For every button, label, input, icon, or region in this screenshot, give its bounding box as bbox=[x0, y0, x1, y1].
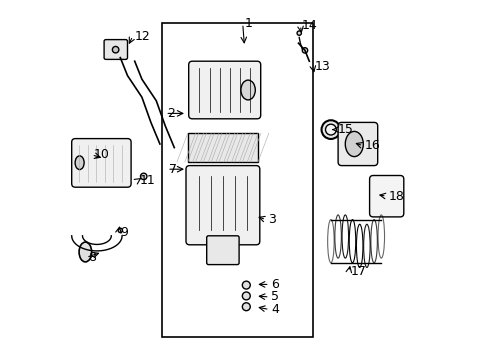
FancyBboxPatch shape bbox=[206, 236, 239, 265]
Text: 3: 3 bbox=[267, 213, 275, 226]
Ellipse shape bbox=[241, 80, 255, 100]
Text: 15: 15 bbox=[337, 123, 353, 136]
Ellipse shape bbox=[345, 131, 363, 157]
Ellipse shape bbox=[325, 124, 336, 135]
Bar bbox=[162, 23, 312, 337]
Ellipse shape bbox=[242, 292, 250, 300]
Ellipse shape bbox=[75, 156, 84, 170]
Ellipse shape bbox=[140, 173, 146, 180]
Text: 8: 8 bbox=[88, 251, 96, 264]
Text: 13: 13 bbox=[314, 60, 330, 73]
Ellipse shape bbox=[242, 281, 250, 289]
Text: 10: 10 bbox=[93, 148, 109, 161]
Text: 11: 11 bbox=[140, 174, 156, 186]
Ellipse shape bbox=[302, 48, 307, 53]
Text: 7: 7 bbox=[168, 163, 177, 176]
Text: 14: 14 bbox=[302, 19, 317, 32]
Text: 1: 1 bbox=[244, 17, 252, 30]
FancyBboxPatch shape bbox=[188, 61, 260, 119]
Ellipse shape bbox=[296, 31, 301, 35]
Text: 5: 5 bbox=[271, 291, 279, 303]
FancyBboxPatch shape bbox=[72, 139, 131, 187]
Ellipse shape bbox=[321, 120, 340, 139]
Ellipse shape bbox=[242, 303, 250, 311]
Text: 12: 12 bbox=[134, 30, 150, 42]
Text: 4: 4 bbox=[271, 303, 279, 316]
FancyBboxPatch shape bbox=[337, 122, 377, 166]
FancyBboxPatch shape bbox=[185, 166, 259, 245]
Ellipse shape bbox=[79, 242, 91, 262]
Ellipse shape bbox=[112, 46, 119, 53]
Bar bbox=[187, 133, 258, 162]
Text: 16: 16 bbox=[365, 139, 380, 152]
Text: 6: 6 bbox=[271, 278, 279, 291]
Text: 2: 2 bbox=[167, 107, 175, 120]
Text: 17: 17 bbox=[350, 265, 366, 278]
Text: 9: 9 bbox=[120, 226, 128, 239]
FancyBboxPatch shape bbox=[104, 40, 127, 59]
FancyBboxPatch shape bbox=[369, 175, 403, 217]
Text: 18: 18 bbox=[387, 190, 404, 203]
Ellipse shape bbox=[118, 228, 122, 233]
